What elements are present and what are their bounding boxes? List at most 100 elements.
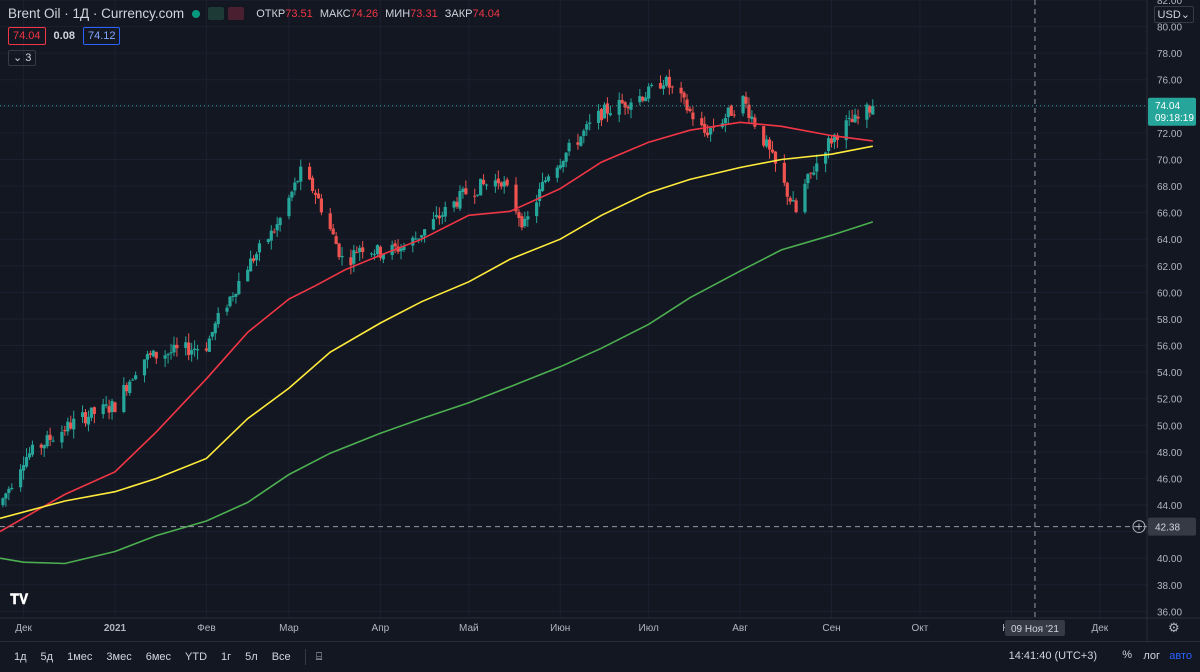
range-1d-button[interactable]: 1д [14,651,27,663]
range-5y-button[interactable]: 5л [245,651,258,663]
range-3m-button[interactable]: 3мес [106,651,132,663]
range-all-button[interactable]: Все [271,651,291,663]
log-toggle[interactable]: лог [1143,650,1160,662]
tradingview-logo-icon[interactable]: 𝐓𝐕 [10,591,29,607]
candle-up [644,97,648,102]
indicators-toggle[interactable]: ⌄ 3 [8,50,37,66]
candle-down [349,257,353,266]
candle-down [658,83,663,89]
range-1m-button[interactable]: 1мес [67,651,93,663]
candle-up [561,161,565,167]
crosshair-price-badge [1148,517,1196,536]
symbol-header[interactable]: Brent Oil · 1Д · Currency.com ОТКР73.51 … [8,6,504,21]
auto-toggle[interactable]: авто [1169,650,1192,662]
price-tick-label: 36.00 [1157,607,1182,618]
candle-up [234,293,238,297]
candle-up [865,104,869,120]
candle-up [216,313,220,325]
candle-down [605,103,610,114]
candle-up [169,352,173,354]
price-tick-label: 50.00 [1157,421,1182,432]
market-status-dot [192,9,201,18]
candle-up [440,215,444,217]
ask-button[interactable]: 74.12 [82,27,121,45]
candle-up [844,120,848,141]
add-alert-plus-icon[interactable] [1132,520,1146,534]
candle-up [299,166,303,182]
time-tick-label: Сен [822,623,840,634]
candle-up [812,172,816,175]
candle-down [505,179,509,186]
candle-down [319,198,323,213]
candle-up [42,445,46,449]
candle-down [782,162,786,183]
symbol-title[interactable]: Brent Oil · 1Д · Currency.com [8,6,185,21]
candle-up [72,418,76,430]
candle-down [328,213,332,229]
price-tick-label: 62.00 [1157,262,1182,273]
candle-down [393,243,397,247]
candle-up [847,117,851,119]
candle-up [726,107,730,118]
candle-up [608,113,612,116]
candle-down [187,342,191,356]
candle-up [588,122,592,124]
time-tick-label: Дек [1091,623,1108,634]
candle-up [237,280,241,295]
settings-gear-icon[interactable]: ⚙ [1168,621,1180,636]
candle-up [540,181,545,191]
candle-up [163,355,167,359]
candle-up [290,191,294,198]
candle-up [21,465,26,471]
clock-time[interactable]: 14:41:40 (UTC+3) [1008,650,1097,662]
candle-up [602,104,607,119]
price-tick-label: 72.00 [1157,129,1182,140]
candle-up [484,184,489,186]
candle-down [682,92,686,98]
candle-up [287,197,291,217]
bid-button[interactable]: 74.04 [8,27,46,45]
flag-chips [208,7,245,20]
candle-up [249,258,253,272]
candle-up [51,440,55,442]
candle-up [723,118,727,124]
candle-down [455,201,459,207]
candle-down [316,193,321,199]
candle-down [337,243,341,258]
candle-up [275,224,279,231]
candle-down [310,177,315,191]
candle-up [765,139,769,147]
candle-up [803,183,807,213]
range-6m-button[interactable]: 6мес [145,651,172,663]
candle-up [871,105,875,115]
candle-up [493,180,497,187]
candle-up [567,142,571,152]
candle-down [691,112,695,120]
range-ytd-button[interactable]: YTD [185,651,208,663]
candle-up [381,254,385,260]
candle-up [647,86,651,99]
currency-selector[interactable]: USD⌄ [1153,6,1194,23]
candle-down [770,149,775,153]
candle-down [785,182,789,197]
candle-up [27,453,32,458]
candle-up [709,127,713,135]
candle-down [520,216,524,228]
candle-up [458,191,462,209]
candle-up [502,181,506,187]
candle-up [213,323,217,334]
percent-toggle[interactable]: % [1122,649,1132,661]
candle-up [89,407,94,418]
candle-up [434,214,438,218]
candle-down [154,351,158,359]
candle-down [83,412,88,424]
range-1y-button[interactable]: 1г [221,651,232,663]
range-5d-button[interactable]: 5д [40,651,54,663]
candle-down [829,138,834,144]
time-tick-label: Июл [639,623,659,634]
candle-up [358,247,362,253]
candle-down [378,246,382,258]
calendar-icon[interactable]: ⌸ [315,650,323,663]
